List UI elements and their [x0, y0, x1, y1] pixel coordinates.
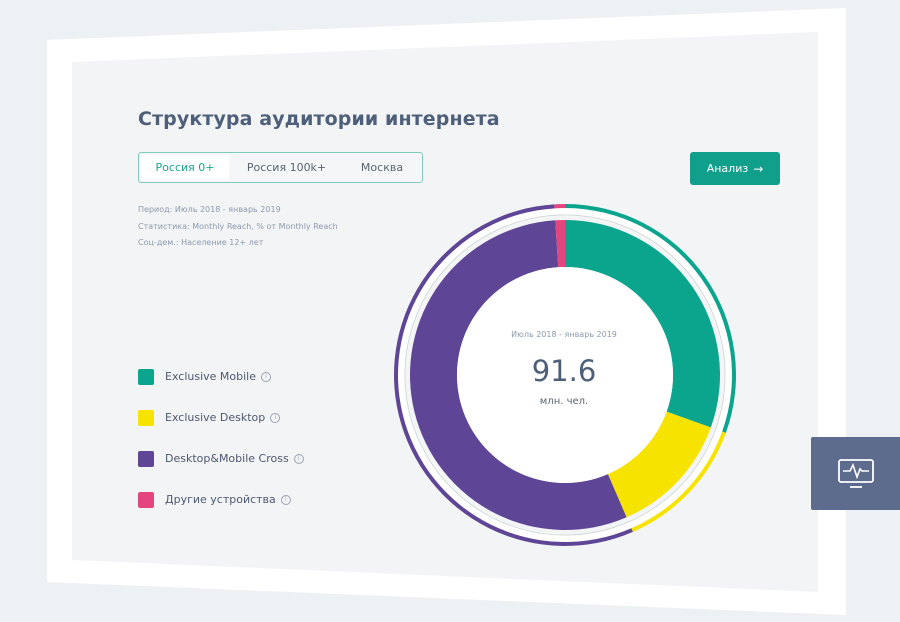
- donut-hole: [457, 267, 673, 483]
- tab-moscow[interactable]: Москва: [360, 161, 404, 174]
- region-tabs: Россия 0+ Россия 100k+ Москва: [138, 152, 423, 183]
- legend-label: Desktop&Mobile Cross: [165, 452, 289, 465]
- chart-legend: Exclusive Mobile i Exclusive Desktop i D…: [138, 368, 304, 532]
- chart-meta: Период: Июль 2018 - январь 2019 Статисти…: [138, 202, 338, 252]
- legend-item-exclusive-mobile[interactable]: Exclusive Mobile i: [138, 368, 304, 385]
- monitor-button[interactable]: [811, 437, 900, 510]
- meta-statistic: Статистика: Monthly Reach, % от Monthly …: [138, 221, 338, 231]
- legend-label: Другие устройства: [165, 493, 276, 506]
- legend-item-exclusive-desktop[interactable]: Exclusive Desktop i: [138, 409, 304, 426]
- center-period: Июль 2018 - январь 2019: [511, 330, 617, 339]
- tab-russia-0[interactable]: Россия 0+: [141, 155, 229, 180]
- meta-period: Период: Июль 2018 - январь 2019: [138, 205, 281, 214]
- info-icon[interactable]: i: [293, 453, 304, 464]
- legend-swatch: [138, 450, 154, 467]
- analyze-button-label: Анализ: [706, 162, 749, 175]
- meta-demographic: Соц-дем.: Население 12+ лет: [138, 238, 264, 247]
- monitor-pulse-icon: [837, 458, 874, 488]
- donut-slice-desktop-mobile-cross[interactable]: [409, 220, 627, 531]
- donut-chart: [393, 204, 736, 546]
- donut-inner-ring: [409, 220, 720, 531]
- legend-swatch: [138, 491, 154, 508]
- legend-label: Exclusive Mobile: [165, 370, 256, 383]
- donut-slice-exclusive-mobile[interactable]: [565, 220, 720, 428]
- ring-guide: [404, 214, 726, 536]
- info-icon[interactable]: i: [261, 371, 271, 382]
- info-icon[interactable]: i: [270, 412, 281, 423]
- legend-swatch: [138, 368, 154, 385]
- donut-slice-exclusive-desktop[interactable]: [607, 411, 711, 518]
- ring-separator: [398, 208, 732, 542]
- info-icon[interactable]: i: [280, 494, 291, 505]
- legend-swatch: [138, 409, 154, 426]
- donut-outer-ring: [393, 204, 736, 546]
- tab-russia-100k[interactable]: Россия 100k+: [246, 161, 327, 174]
- arrow-right-icon: →: [753, 161, 764, 176]
- donut-slice-другие-устройства[interactable]: [555, 220, 565, 268]
- outer-ring-slice-другие-устройства: [554, 204, 565, 209]
- center-total-value: 91.6: [531, 354, 597, 388]
- page-title: Структура аудитории интернета: [138, 108, 500, 130]
- center-unit: млн. чел.: [539, 396, 589, 407]
- legend-item-other-devices[interactable]: Другие устройства i: [138, 491, 304, 508]
- analyze-button[interactable]: Анализ →: [690, 152, 780, 185]
- legend-label: Exclusive Desktop: [165, 411, 266, 424]
- legend-item-desktop-mobile-cross[interactable]: Desktop&Mobile Cross i: [138, 450, 304, 467]
